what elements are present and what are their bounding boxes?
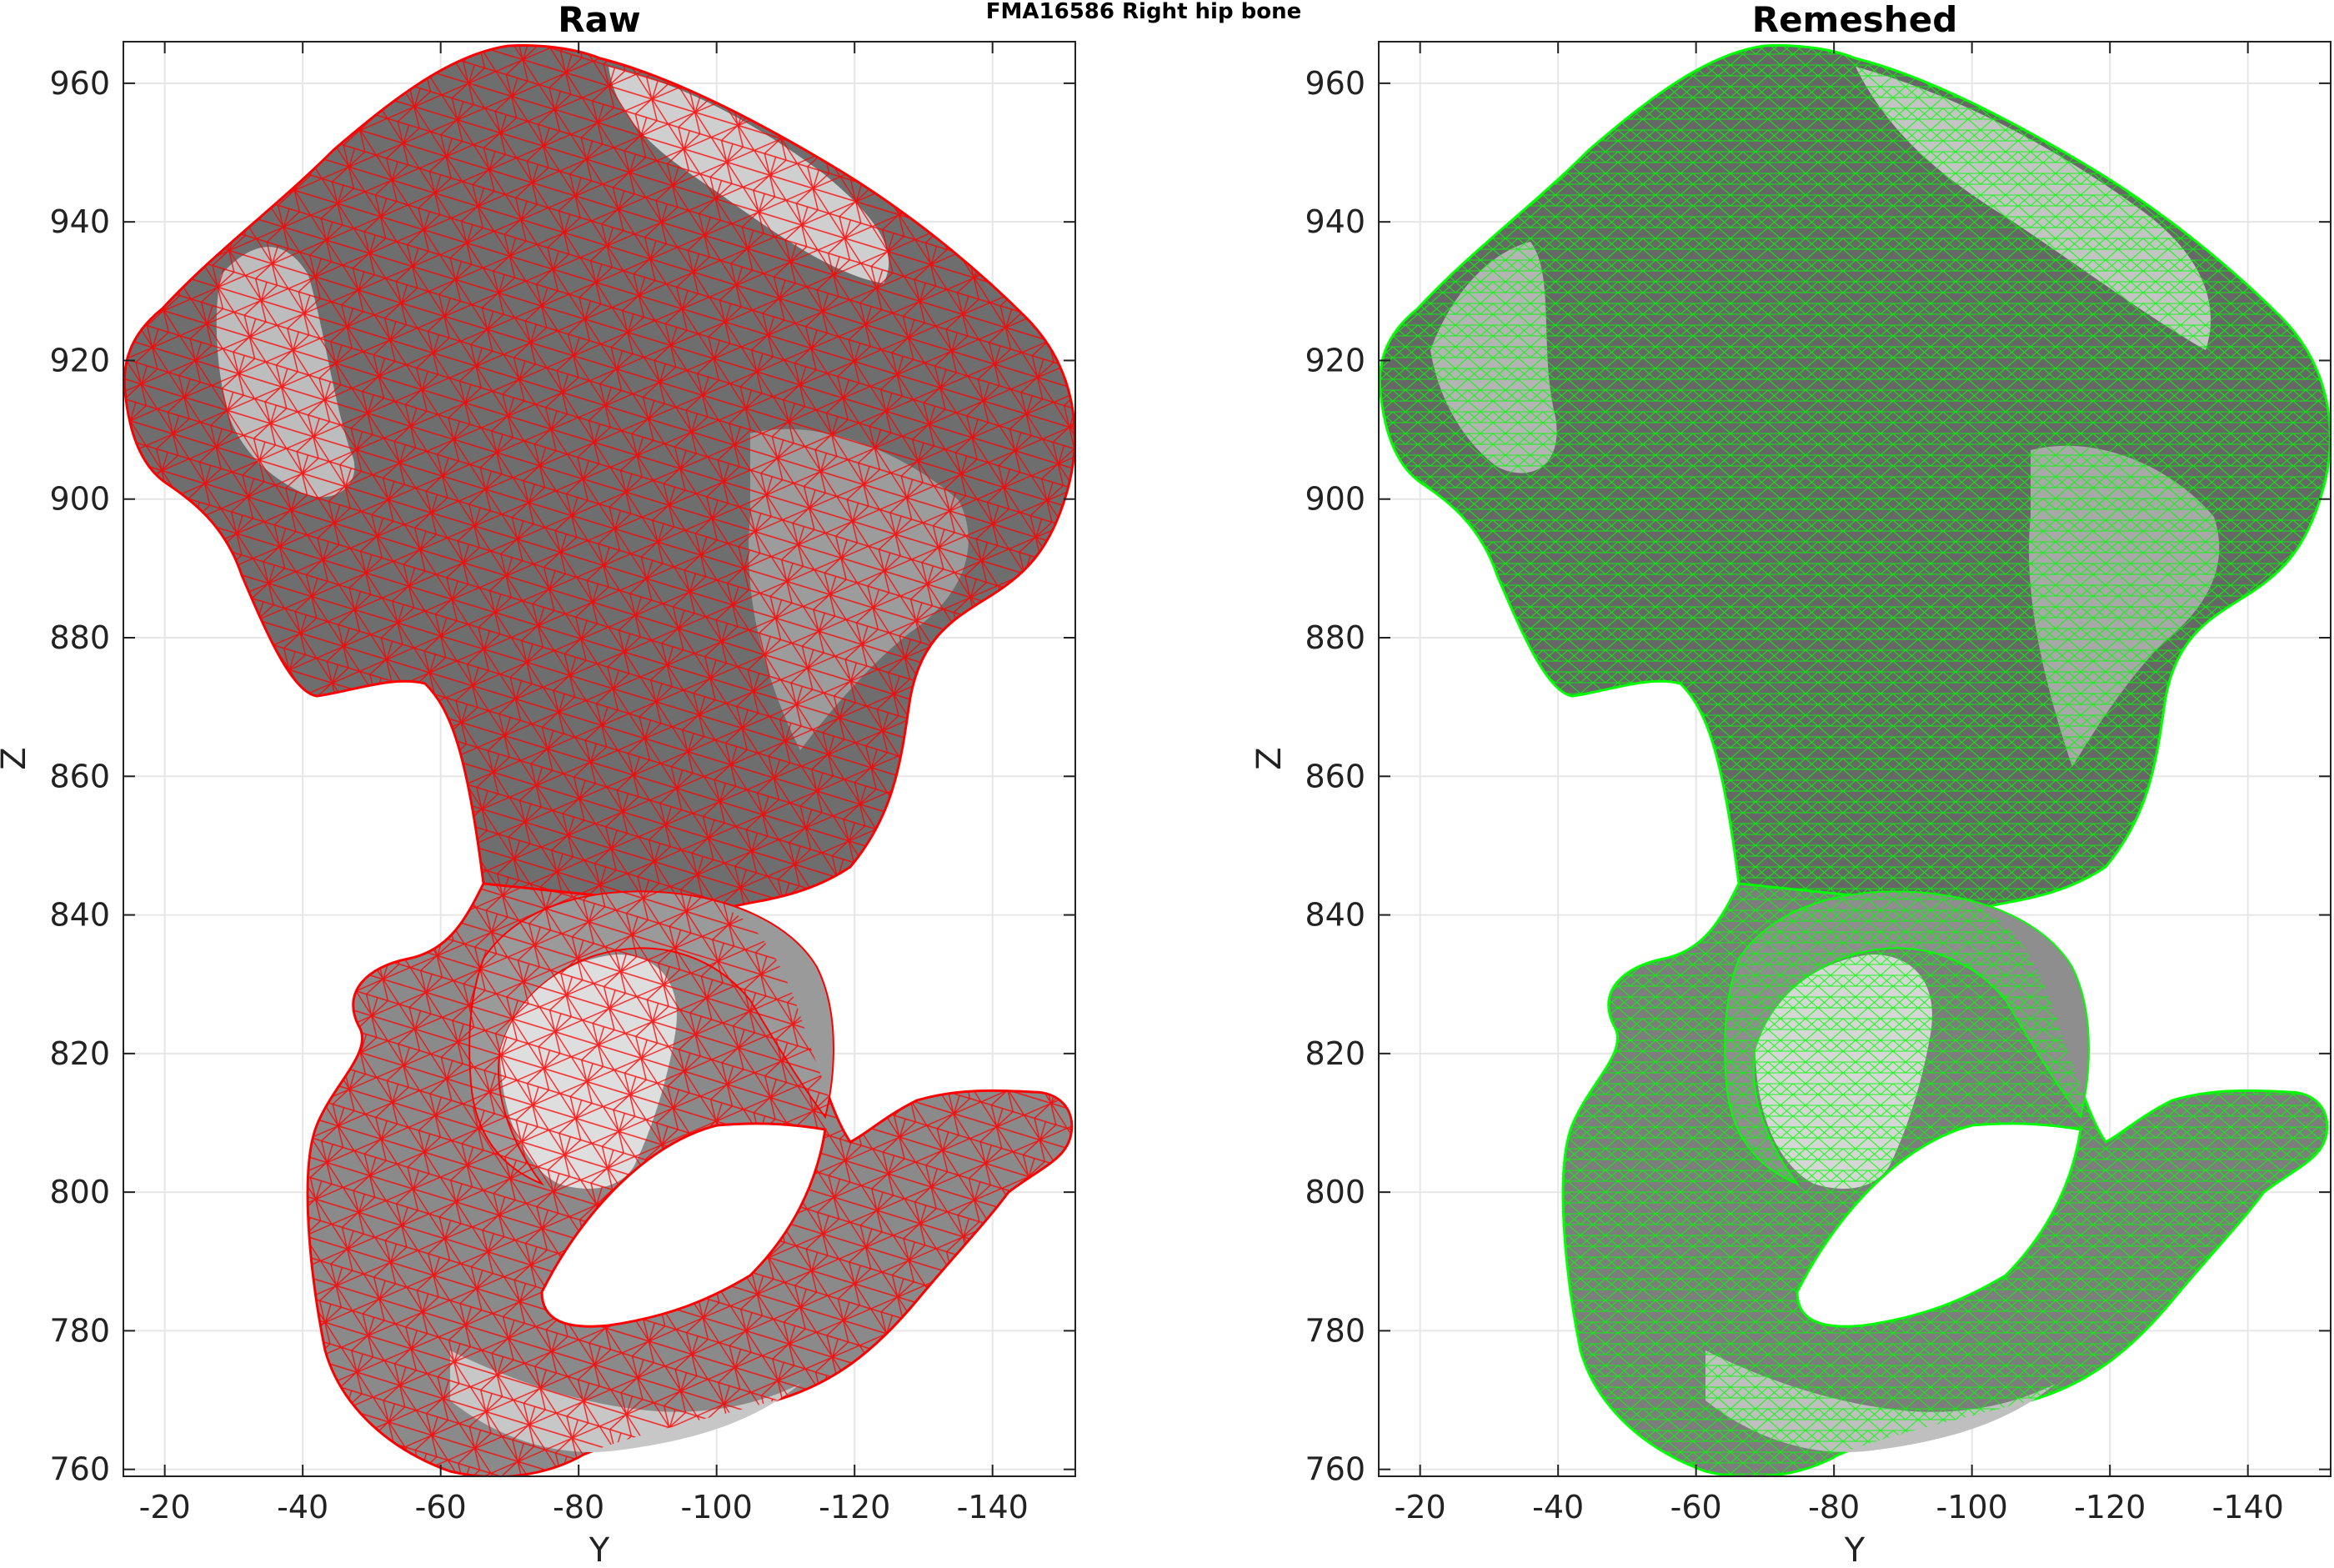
remeshed-y-ticks: 760 780 800 820 840 860 880 900 920 940 960	[1305, 65, 2331, 1488]
raw-y-tick-label: 860	[49, 758, 110, 794]
remeshed-y-tick-label: 800	[1305, 1174, 1365, 1210]
raw-panel: Raw -20 -40 -60 -80 -100 -120 -140 760 780 800 82…	[0, 0, 1076, 1568]
raw-obturator-foramen	[540, 1122, 827, 1328]
remeshed-y-tick-label: 840	[1305, 897, 1365, 934]
remeshed-x-tick-label: -60	[1670, 1489, 1722, 1525]
raw-y-tick-label: 920	[49, 342, 110, 378]
remeshed-x-tick-label: -140	[2212, 1489, 2284, 1525]
raw-x-ticks: -20 -40 -60 -80 -100 -120 -140	[139, 42, 1029, 1525]
raw-x-tick-label: -140	[957, 1489, 1029, 1525]
raw-x-tick-label: -120	[819, 1489, 890, 1525]
raw-x-tick-label: -20	[139, 1489, 191, 1525]
remeshed-x-tick-label: -20	[1395, 1489, 1446, 1525]
raw-x-tick-label: -100	[681, 1489, 753, 1525]
raw-y-ticks: 760 780 800 820 840 860 880 900 920 940 960	[49, 65, 1075, 1488]
remeshed-y-tick-label: 960	[1305, 65, 1365, 102]
figure-suptitle: FMA16586 Right hip bone	[986, 0, 1302, 24]
raw-y-tick-label: 900	[49, 481, 110, 518]
raw-y-tick-label: 780	[49, 1312, 110, 1349]
raw-y-axis-label: Z	[0, 747, 33, 769]
remeshed-axes-frame	[1378, 41, 2331, 1477]
raw-y-tick-label: 960	[49, 65, 110, 102]
raw-y-tick-label: 760	[49, 1451, 110, 1488]
raw-axes-frame	[123, 41, 1076, 1477]
raw-y-tick-label: 880	[49, 619, 110, 656]
remeshed-x-ticks: -20 -40 -60 -80 -100 -120 -140	[1395, 42, 2284, 1525]
remeshed-y-tick-label: 760	[1305, 1451, 1365, 1488]
remeshed-y-axis-label: Z	[1250, 747, 1289, 769]
remeshed-y-tick-label: 900	[1305, 481, 1365, 518]
raw-y-tick-label: 940	[49, 203, 110, 240]
remeshed-panel: Remeshed -20 -40 -60 -80 -100 -120 -140 760 780…	[1250, 0, 2331, 1568]
remeshed-y-tick-label: 780	[1305, 1312, 1365, 1349]
remeshed-x-tick-label: -40	[1532, 1489, 1584, 1525]
remeshed-x-tick-label: -120	[2074, 1489, 2146, 1525]
remeshed-x-tick-label: -100	[1936, 1489, 2008, 1525]
raw-y-tick-label: 820	[49, 1035, 110, 1072]
raw-hip-bone-mesh	[123, 44, 1075, 1476]
raw-x-tick-label: -60	[415, 1489, 467, 1525]
remeshed-y-tick-label: 820	[1305, 1035, 1365, 1072]
remeshed-x-axis-label: Y	[1844, 1531, 1866, 1568]
raw-x-tick-label: -80	[553, 1489, 604, 1525]
remeshed-panel-title: Remeshed	[1752, 0, 1958, 40]
remeshed-y-tick-label: 860	[1305, 758, 1365, 794]
remeshed-y-tick-label: 920	[1305, 342, 1365, 378]
raw-y-tick-label: 800	[49, 1174, 110, 1210]
remeshed-x-tick-label: -80	[1808, 1489, 1860, 1525]
raw-x-axis-label: Y	[589, 1531, 610, 1568]
remeshed-y-tick-label: 880	[1305, 619, 1365, 656]
remeshed-obturator-foramen	[1796, 1122, 2082, 1328]
raw-panel-title: Raw	[558, 0, 640, 40]
remeshed-y-tick-label: 940	[1305, 203, 1365, 240]
raw-y-tick-label: 840	[49, 897, 110, 934]
raw-x-tick-label: -40	[277, 1489, 328, 1525]
